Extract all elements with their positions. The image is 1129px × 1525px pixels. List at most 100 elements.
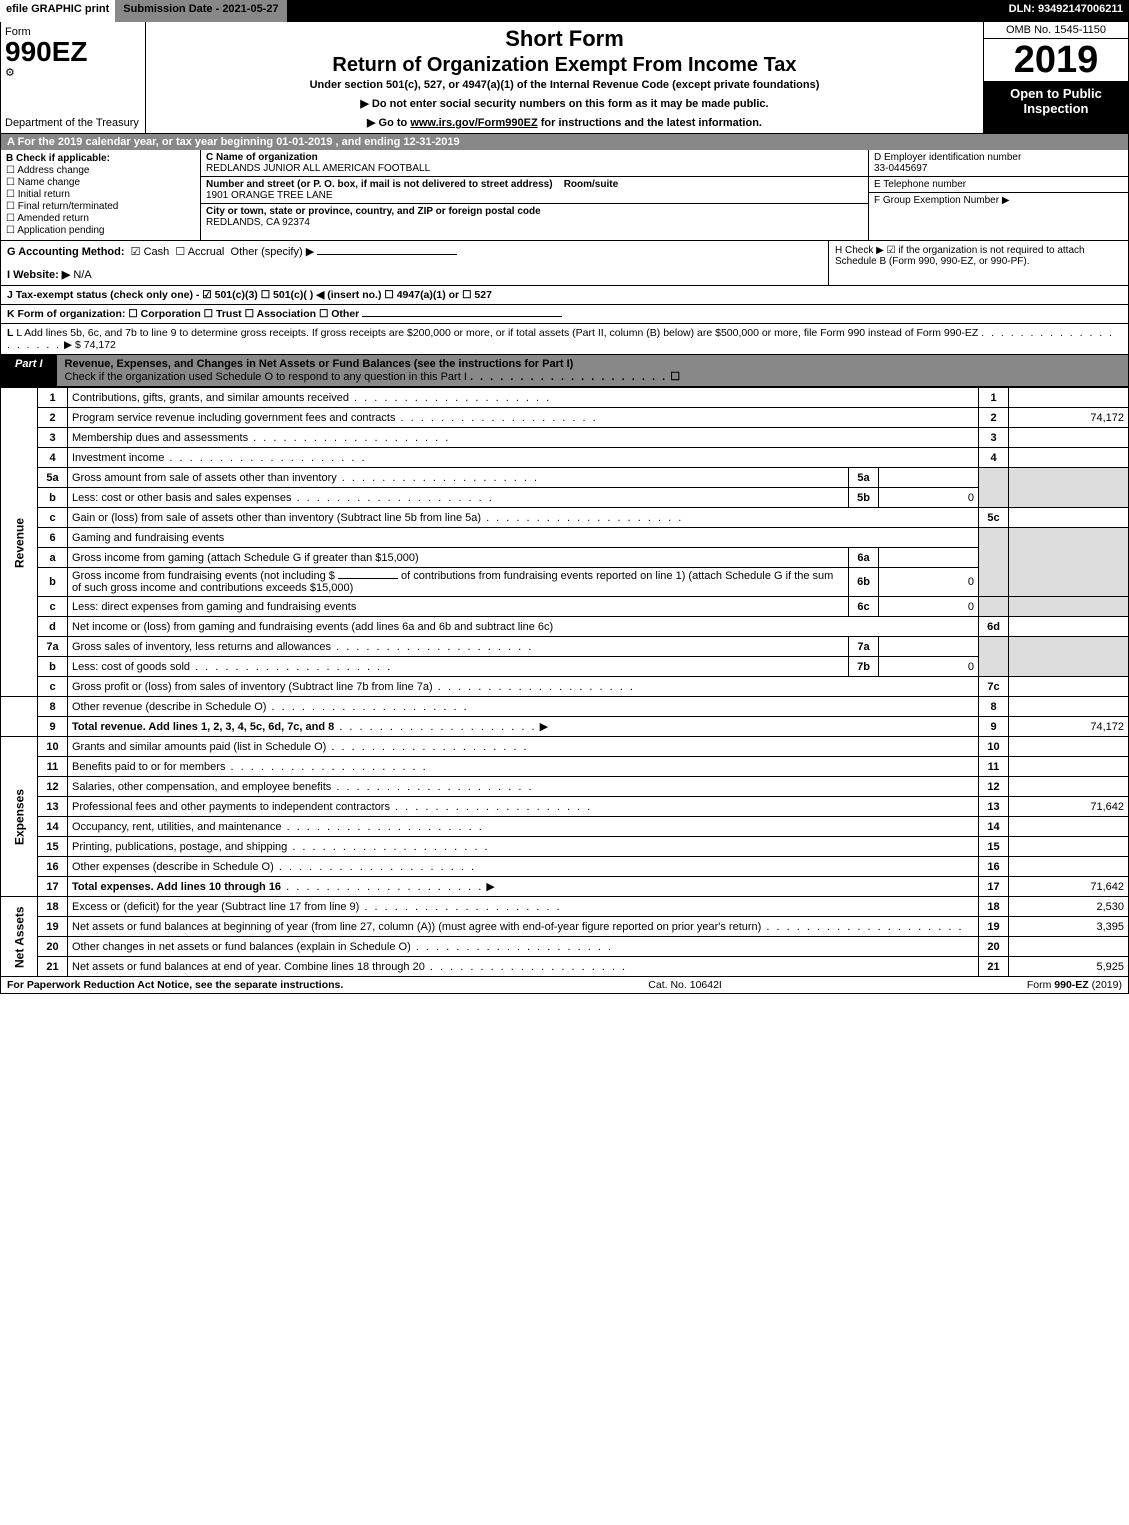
ln-11-col: 11: [979, 757, 1009, 777]
ln-5b-no: b: [38, 488, 68, 508]
shade-6: [979, 528, 1009, 597]
ln-7a-subval: [879, 637, 979, 657]
ln-5c-desc: Gain or (loss) from sale of assets other…: [68, 508, 979, 528]
ln-8-col: 8: [979, 697, 1009, 717]
ln-18-col: 18: [979, 897, 1009, 917]
ln-17-no: 17: [38, 877, 68, 897]
ln-8-val: [1009, 697, 1129, 717]
org-name-cell: C Name of organization REDLANDS JUNIOR A…: [201, 150, 868, 177]
g-label: G Accounting Method:: [7, 246, 125, 258]
ln-6c-subno: 6c: [849, 597, 879, 617]
ln-6c-subval: 0: [879, 597, 979, 617]
ln-7c-desc: Gross profit or (loss) from sales of inv…: [68, 677, 979, 697]
ln-21-col: 21: [979, 957, 1009, 977]
ln-2-val: 74,172: [1009, 408, 1129, 428]
street-value: 1901 ORANGE TREE LANE: [206, 190, 333, 201]
city-value: REDLANDS, CA 92374: [206, 217, 310, 228]
ln-7b-desc: Less: cost of goods sold: [68, 657, 849, 677]
ln-18-desc: Excess or (deficit) for the year (Subtra…: [68, 897, 979, 917]
header-center: Short Form Return of Organization Exempt…: [146, 22, 983, 133]
ln-16-desc: Other expenses (describe in Schedule O): [68, 857, 979, 877]
g-other-input[interactable]: [317, 254, 457, 255]
ln-7b-subval: 0: [879, 657, 979, 677]
form-header: Form 990EZ ⚙ Department of the Treasury …: [0, 22, 1129, 134]
ln-5a-no: 5a: [38, 468, 68, 488]
ln-6b-blank[interactable]: [338, 578, 398, 579]
ln-4-col: 4: [979, 448, 1009, 468]
chk-initial-return[interactable]: ☐ Initial return: [6, 189, 195, 200]
chk-application-pending[interactable]: ☐ Application pending: [6, 225, 195, 236]
tel-cell: E Telephone number: [869, 177, 1128, 193]
ln-7c-val: [1009, 677, 1129, 697]
ln-17-desc: Total expenses. Add lines 10 through 16 …: [68, 877, 979, 897]
ln-19-no: 19: [38, 917, 68, 937]
ln-2-col: 2: [979, 408, 1009, 428]
ln-2-desc: Program service revenue including govern…: [68, 408, 979, 428]
ln-10-no: 10: [38, 737, 68, 757]
ln-20-val: [1009, 937, 1129, 957]
ln-7b-no: b: [38, 657, 68, 677]
part1-check[interactable]: ☐: [670, 371, 680, 383]
group-cell: F Group Exemption Number ▶: [869, 193, 1128, 208]
topbar-spacer: [287, 0, 1003, 22]
top-bar: efile GRAPHIC print Submission Date - 20…: [0, 0, 1129, 22]
form-title: Return of Organization Exempt From Incom…: [154, 54, 975, 77]
goto-suffix: for instructions and the latest informat…: [538, 117, 762, 129]
ln-6-no: 6: [38, 528, 68, 548]
g-other[interactable]: Other (specify) ▶: [231, 246, 315, 258]
footer-mid: Cat. No. 10642I: [648, 979, 722, 991]
treasury-icon: ⚙: [5, 66, 141, 79]
room-label: Room/suite: [564, 179, 618, 190]
goto-instructions: ▶ Go to www.irs.gov/Form990EZ for instru…: [154, 116, 975, 129]
ln-4-no: 4: [38, 448, 68, 468]
shade-5: [979, 468, 1009, 508]
ln-3-desc: Membership dues and assessments: [68, 428, 979, 448]
tax-year-big: 2019: [984, 39, 1128, 82]
k-other-input[interactable]: [362, 316, 562, 317]
chk-amended-return[interactable]: ☐ Amended return: [6, 213, 195, 224]
city-cell: City or town, state or province, country…: [201, 204, 868, 230]
part1-check-note: Check if the organization used Schedule …: [65, 371, 467, 383]
shade-6c: [979, 597, 1009, 617]
goto-prefix: ▶ Go to: [367, 117, 410, 129]
ln-3-val: [1009, 428, 1129, 448]
chk-name-change[interactable]: ☐ Name change: [6, 177, 195, 188]
department-label: Department of the Treasury: [5, 117, 141, 129]
ln-19-desc: Net assets or fund balances at beginning…: [68, 917, 979, 937]
ln-7a-desc: Gross sales of inventory, less returns a…: [68, 637, 849, 657]
ln-5c-col: 5c: [979, 508, 1009, 528]
side-expenses: Expenses: [1, 737, 38, 897]
ln-7c-no: c: [38, 677, 68, 697]
efile-label: efile GRAPHIC print: [0, 0, 115, 22]
ssn-warning: ▶ Do not enter social security numbers o…: [154, 97, 975, 110]
ln-19-col: 19: [979, 917, 1009, 937]
omb-number: OMB No. 1545-1150: [984, 22, 1128, 39]
part1-header: Part I Revenue, Expenses, and Changes in…: [0, 355, 1129, 387]
ln-6-desc: Gaming and fundraising events: [68, 528, 979, 548]
chk-address-change[interactable]: ☐ Address change: [6, 165, 195, 176]
chk-final-return[interactable]: ☐ Final return/terminated: [6, 201, 195, 212]
ln-13-no: 13: [38, 797, 68, 817]
g-cash[interactable]: ☑ Cash: [131, 246, 170, 258]
ln-16-no: 16: [38, 857, 68, 877]
k-text: K Form of organization: ☐ Corporation ☐ …: [7, 308, 359, 320]
ln-6d-desc: Net income or (loss) from gaming and fun…: [68, 617, 979, 637]
ln-16-val: [1009, 857, 1129, 877]
ein-value: 33-0445697: [874, 163, 927, 174]
part1-table: Revenue 1 Contributions, gifts, grants, …: [0, 387, 1129, 977]
irs-link[interactable]: www.irs.gov/Form990EZ: [410, 117, 537, 129]
ln-9-col: 9: [979, 717, 1009, 737]
footer-left: For Paperwork Reduction Act Notice, see …: [7, 979, 343, 991]
ln-1-val: [1009, 388, 1129, 408]
accounting-method-row: G Accounting Method: ☑ Cash ☐ Accrual Ot…: [7, 245, 822, 258]
shade-6cv: [1009, 597, 1129, 617]
side-netassets: Net Assets: [1, 897, 38, 977]
ln-9-arrow: ▶: [540, 721, 548, 733]
shade-6v: [1009, 528, 1129, 597]
ln-20-desc: Other changes in net assets or fund bala…: [68, 937, 979, 957]
j-text: J Tax-exempt status (check only one) - ☑…: [7, 289, 492, 301]
ln-14-col: 14: [979, 817, 1009, 837]
ln-18-val: 2,530: [1009, 897, 1129, 917]
g-accrual[interactable]: ☐ Accrual: [175, 246, 224, 258]
section-j: J Tax-exempt status (check only one) - ☑…: [0, 286, 1129, 305]
